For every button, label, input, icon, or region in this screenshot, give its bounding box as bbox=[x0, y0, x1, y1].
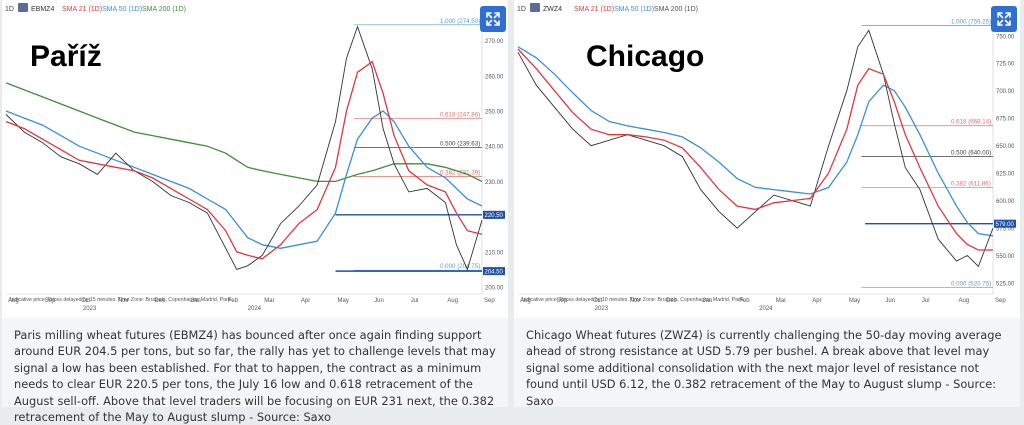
symbol-label: ZWZ4 bbox=[543, 6, 562, 13]
x-tick-label: May bbox=[338, 298, 349, 304]
x-tick-label: Mar bbox=[264, 298, 274, 304]
x-tick-label: Jul bbox=[922, 298, 930, 304]
y-tick-label: 250.00 bbox=[485, 110, 504, 116]
x-tick-label: Sep bbox=[557, 298, 568, 304]
x-tick-label: Sep bbox=[995, 298, 1006, 304]
interval-label: 1D bbox=[5, 6, 14, 13]
y-tick-label: 750.00 bbox=[996, 34, 1015, 40]
legend-sma21: SMA 21 (1D) bbox=[574, 6, 614, 13]
x-tick-label: Dec bbox=[666, 298, 677, 304]
legend-sma200: SMA 200 (1D) bbox=[142, 6, 186, 13]
chart-caption: Chicago Wheat futures (ZWZ4) is currentl… bbox=[514, 318, 1020, 408]
y-tick-label: 525.00 bbox=[996, 282, 1015, 288]
chart-paris: 1D EBMZ4 SMA 21 (1D) SMA 50 (1D) SMA 200 (1D… bbox=[5, 3, 505, 312]
instrument-badge-icon bbox=[530, 3, 540, 12]
fib-level-label: 0.618 (247.86) bbox=[440, 112, 480, 119]
x-tick-label: Nov bbox=[118, 298, 129, 304]
chart-panel-chicago: 1D ZWZ4 SMA 21 (1D) SMA 50 (1D) SMA 200 (1D)… bbox=[514, 0, 1020, 408]
x-tick-label: Sep bbox=[484, 298, 495, 304]
expand-chart-button[interactable] bbox=[480, 6, 506, 32]
price-line bbox=[517, 29, 994, 268]
y-tick-label: 600.00 bbox=[996, 199, 1015, 205]
chart-panel-paris: 1D EBMZ4 SMA 21 (1D) SMA 50 (1D) SMA 200 (1D… bbox=[2, 0, 508, 424]
chart-caption: Paris milling wheat futures (EBMZ4) has … bbox=[2, 318, 508, 424]
disclaimer-text: Indicative price. Prices delayed by 15 m… bbox=[10, 297, 232, 303]
fib-level-label: 0.500 (239.63) bbox=[440, 141, 480, 148]
disclaimer-text: Indicative price. Prices delayed by 10 m… bbox=[522, 297, 744, 303]
price-tag-label: 220.50 bbox=[485, 213, 504, 219]
x-tick-label: Apr bbox=[812, 298, 821, 304]
year-label: 2023 bbox=[83, 306, 97, 312]
y-tick-label: 270.00 bbox=[485, 39, 504, 45]
price-tag bbox=[483, 267, 505, 276]
sma200-line bbox=[5, 82, 483, 183]
fib-level-label: 0.382 (231.39) bbox=[440, 170, 480, 177]
price-tag-label: 579.00 bbox=[996, 222, 1015, 228]
y-tick-label: 675.00 bbox=[996, 117, 1015, 123]
symbol-label: EBMZ4 bbox=[31, 6, 54, 13]
x-tick-label: Jun bbox=[885, 298, 895, 304]
x-tick-label: Feb bbox=[228, 298, 239, 304]
y-tick-label: 210.00 bbox=[485, 250, 504, 256]
y-tick-label: 200.00 bbox=[485, 285, 504, 291]
y-tick-label: 240.00 bbox=[485, 145, 504, 151]
x-tick-label: Aug bbox=[958, 298, 969, 304]
x-tick-label: Dec bbox=[154, 298, 165, 304]
price-tag-label: 204.50 bbox=[485, 269, 504, 275]
price-tag bbox=[483, 210, 505, 219]
fib-level-label: 1.000 (759.25) bbox=[951, 19, 991, 26]
x-tick-label: Apr bbox=[301, 298, 310, 304]
y-tick-label: 260.00 bbox=[485, 74, 504, 80]
fib-level-label: 1.000 (274.50) bbox=[440, 18, 480, 25]
sma50-line bbox=[517, 46, 994, 237]
legend-sma50: SMA 50 (1D) bbox=[102, 6, 142, 13]
fib-level-label: 0.500 (640.00) bbox=[951, 150, 991, 157]
fib-level-label: 0.618 (668.14) bbox=[951, 119, 991, 126]
y-tick-label: 550.00 bbox=[996, 254, 1015, 260]
legend-sma50: SMA 50 (1D) bbox=[614, 6, 654, 13]
x-tick-label: Jan bbox=[191, 298, 201, 304]
instrument-badge-icon bbox=[18, 3, 28, 12]
year-label: 2024 bbox=[759, 306, 773, 312]
expand-chart-button[interactable] bbox=[991, 6, 1017, 32]
sma21-line bbox=[517, 48, 993, 251]
overlay-title: Chicago bbox=[586, 40, 704, 73]
y-tick-label: 700.00 bbox=[996, 89, 1015, 95]
x-tick-label: Mar bbox=[776, 298, 786, 304]
fib-level-label: 0.382 (611.86) bbox=[951, 181, 991, 188]
x-tick-label: May bbox=[849, 298, 860, 304]
price-tag bbox=[994, 219, 1016, 228]
y-tick-label: 575.00 bbox=[996, 227, 1015, 233]
x-tick-label: Jun bbox=[374, 298, 384, 304]
expand-arrows-icon bbox=[997, 12, 1011, 26]
x-tick-label: Oct bbox=[81, 298, 91, 304]
chart-chicago: 1D ZWZ4 SMA 21 (1D) SMA 50 (1D) SMA 200 (1D)… bbox=[517, 3, 1016, 312]
y-tick-label: 625.00 bbox=[996, 172, 1015, 178]
x-tick-label: Nov bbox=[630, 298, 641, 304]
expand-arrows-icon bbox=[486, 12, 500, 26]
x-tick-label: Feb bbox=[739, 298, 750, 304]
x-tick-label: Aug bbox=[447, 298, 458, 304]
price-line bbox=[5, 25, 483, 271]
fib-level-label: 0.000 (520.75) bbox=[951, 281, 991, 288]
y-tick-label: 230.00 bbox=[485, 180, 504, 186]
x-tick-label: Oct bbox=[593, 298, 603, 304]
x-tick-label: Jan bbox=[703, 298, 713, 304]
sma50-line bbox=[5, 110, 483, 249]
fib-level-label: 0.000 (204.75) bbox=[440, 263, 480, 270]
interval-label: 1D bbox=[517, 6, 526, 13]
overlay-title: Paříž bbox=[30, 40, 102, 73]
x-tick-label: Sep bbox=[45, 298, 56, 304]
y-tick-label: 650.00 bbox=[996, 144, 1015, 150]
x-tick-label: Aug bbox=[8, 298, 19, 304]
y-tick-label: 725.00 bbox=[996, 62, 1015, 68]
legend-sma200: SMA 200 (1D) bbox=[654, 6, 698, 13]
x-tick-label: Jul bbox=[411, 298, 419, 304]
x-tick-label: Aug bbox=[520, 298, 531, 304]
sma21-line bbox=[5, 60, 483, 260]
legend-sma21: SMA 21 (1D) bbox=[62, 6, 102, 13]
year-label: 2023 bbox=[595, 306, 609, 312]
year-label: 2024 bbox=[248, 306, 262, 312]
